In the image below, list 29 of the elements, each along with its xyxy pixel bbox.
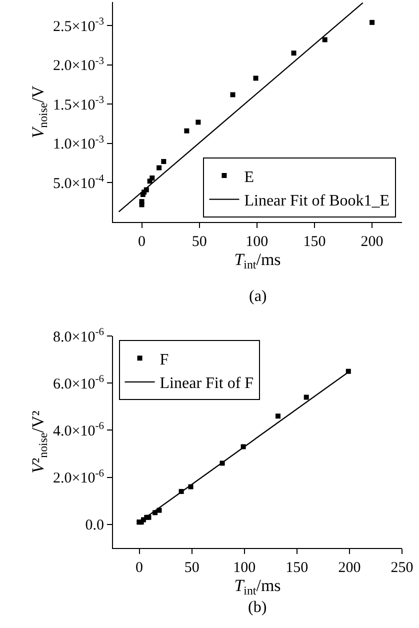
x-axis-title: T$_{int}$/ms (234, 250, 281, 272)
x-tick-label: 100 (246, 234, 268, 250)
legend-label: E (244, 168, 254, 186)
text: (a) (249, 288, 267, 305)
legend-label: Linear Fit of F (160, 375, 254, 392)
y-tick-label: 0.0 (85, 518, 104, 534)
y-tick-label: 8.0×10$^{-6}$ (53, 326, 104, 346)
x-tick-label: 150 (286, 560, 308, 576)
y-tick-label: 2.0×10$^{-3}$ (53, 56, 104, 74)
y-tick-label: 1.0×10$^{-3}$ (53, 134, 104, 153)
x-tick-label: 200 (360, 234, 384, 250)
legend-label: F (160, 351, 169, 368)
x-tick-label: 50 (192, 234, 207, 250)
y-tick-label: 2.5×10$^{-3}$ (53, 16, 104, 35)
text: (b) (248, 599, 267, 616)
x-axis-title: T$_{int}$/ms (234, 576, 281, 598)
x-tick-label: 100 (233, 560, 256, 576)
y-tick-label: 6.0×10$^{-6}$ (53, 374, 104, 392)
legend-label: Linear Fit of Book1_E (244, 192, 390, 210)
x-tick-label: 150 (303, 234, 326, 250)
y-tick-label: 5.0×10$^{-4}$ (53, 174, 105, 192)
y-tick-label: 1.5×10$^{-3}$ (53, 95, 104, 114)
x-tick-label: 0 (138, 234, 146, 250)
y-tick-label: 4.0×10$^{-6}$ (53, 421, 104, 440)
x-tick-label: 0 (136, 560, 144, 576)
x-tick-label: 250 (390, 560, 414, 576)
x-tick-label: 50 (184, 560, 200, 576)
x-tick-label: 200 (338, 560, 361, 576)
y-tick-label: 2.0×10$^{-6}$ (53, 468, 104, 487)
